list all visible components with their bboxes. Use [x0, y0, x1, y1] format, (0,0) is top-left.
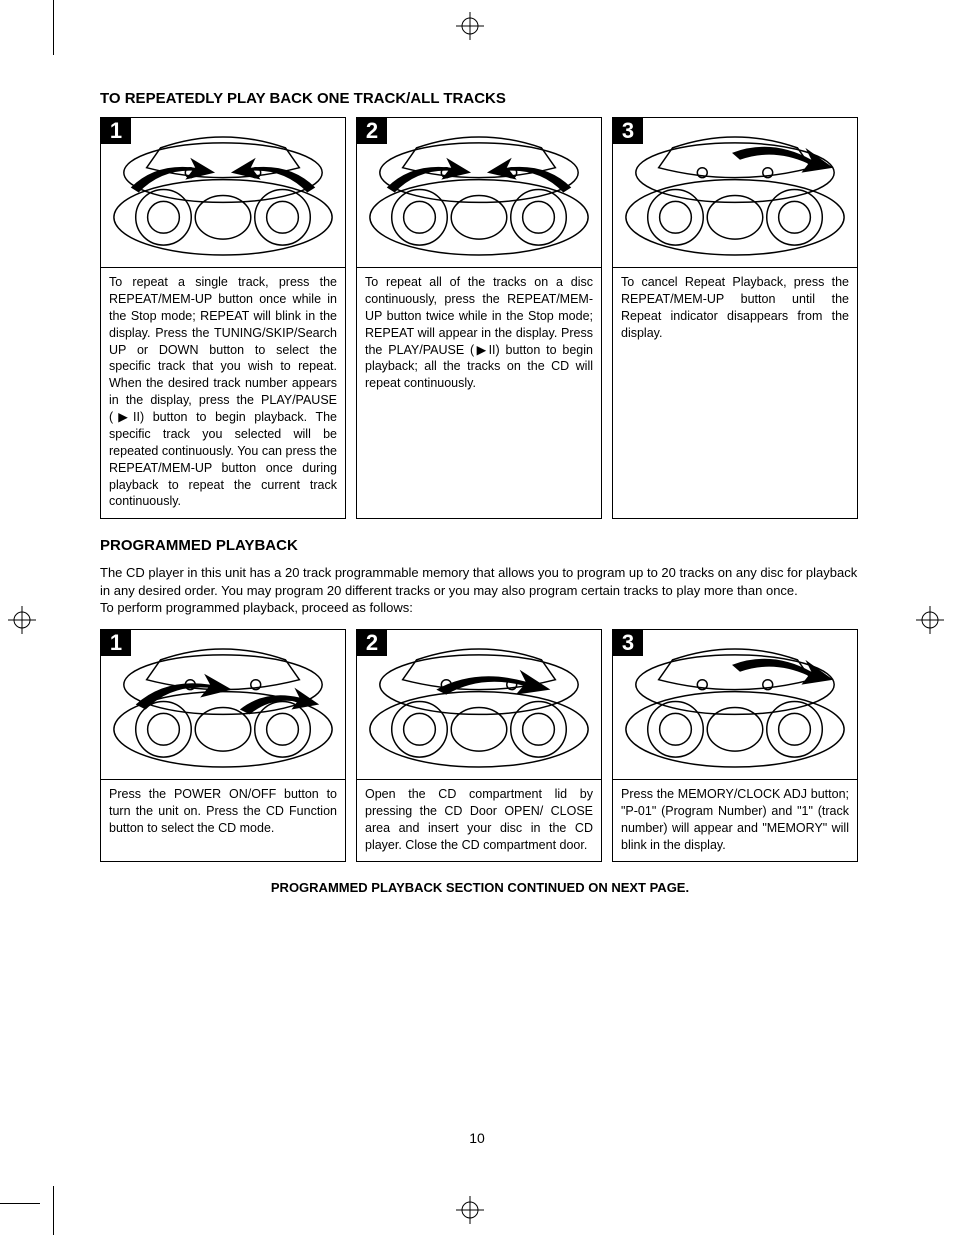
- repeat-panel-1-illustration: 1: [101, 118, 345, 268]
- repeat-panel-3-illustration: 3: [613, 118, 857, 268]
- step-number-badge: 3: [613, 118, 643, 144]
- repeat-panel-2-text: To repeat all of the tracks on a disc co…: [357, 268, 601, 400]
- programmed-panels-row: 1 Press the POWER ON/OFF button to: [100, 629, 860, 863]
- repeat-panel-2: 2 To repeat all of the tracks on a: [356, 117, 602, 519]
- registration-mark: [916, 606, 944, 634]
- prog-panel-3-text: Press the MEMORY/CLOCK ADJ button; "P-01…: [613, 780, 857, 862]
- crop-mark: [53, 1186, 54, 1235]
- repeat-panel-3: 3 To cancel Repeat Playback, press the R…: [612, 117, 858, 519]
- registration-mark: [456, 1196, 484, 1224]
- page-content: TO REPEATEDLY PLAY BACK ONE TRACK/ALL TR…: [100, 90, 860, 895]
- prog-panel-1: 1 Press the POWER ON/OFF button to: [100, 629, 346, 863]
- step-number-badge: 1: [101, 118, 131, 144]
- prog-panel-2-text: Open the CD compartment lid by pressing …: [357, 780, 601, 862]
- registration-mark: [8, 606, 36, 634]
- repeat-panels-row: 1 To repeat a single track, press: [100, 117, 860, 519]
- section-repeat-title: TO REPEATEDLY PLAY BACK ONE TRACK/ALL TR…: [100, 90, 860, 107]
- prog-panel-2-illustration: 2: [357, 630, 601, 780]
- step-number-badge: 2: [357, 118, 387, 144]
- continued-note: PROGRAMMED PLAYBACK SECTION CONTINUED ON…: [100, 880, 860, 895]
- step-number-badge: 1: [101, 630, 131, 656]
- step-number-badge: 3: [613, 630, 643, 656]
- step-number-badge: 2: [357, 630, 387, 656]
- programmed-intro: The CD player in this unit has a 20 trac…: [100, 564, 860, 617]
- repeat-panel-2-illustration: 2: [357, 118, 601, 268]
- page-number: 10: [0, 1130, 954, 1146]
- prog-panel-1-text: Press the POWER ON/OFF button to turn th…: [101, 780, 345, 845]
- repeat-panel-1: 1 To repeat a single track, press: [100, 117, 346, 519]
- crop-mark: [0, 1203, 40, 1204]
- prog-panel-3: 3 Press the MEMORY/CLOCK ADJ button; "P-…: [612, 629, 858, 863]
- prog-panel-3-illustration: 3: [613, 630, 857, 780]
- registration-mark: [456, 12, 484, 40]
- repeat-panel-1-text: To repeat a single track, press the REPE…: [101, 268, 345, 518]
- prog-panel-1-illustration: 1: [101, 630, 345, 780]
- repeat-panel-3-text: To cancel Repeat Playback, press the REP…: [613, 268, 857, 350]
- crop-mark: [53, 0, 54, 55]
- section-programmed-title: PROGRAMMED PLAYBACK: [100, 537, 860, 554]
- prog-panel-2: 2 Open the CD compartment lid by pressin…: [356, 629, 602, 863]
